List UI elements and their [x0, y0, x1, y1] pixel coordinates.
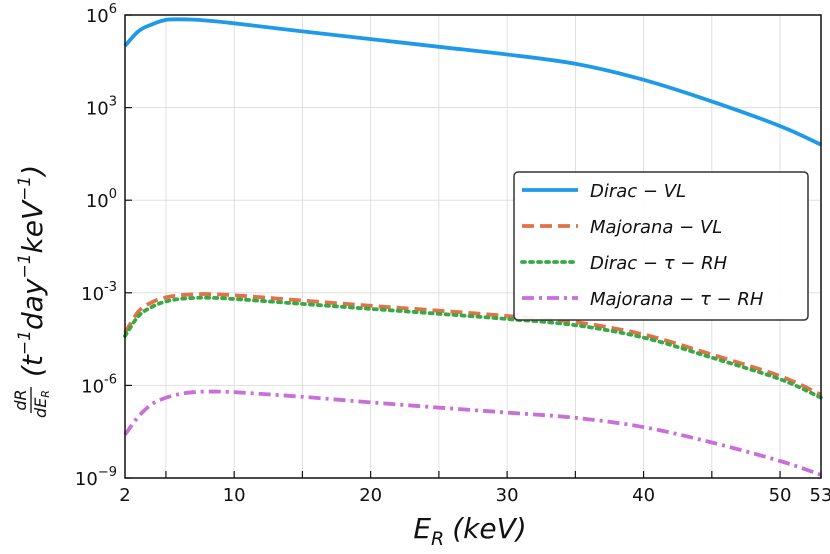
legend-label: Dirac − VL: [590, 181, 686, 202]
tick-labels: 2 10 20 30 40 50 53 106 103 100 10-3 10-6 10−9: [75, 2, 830, 506]
x-tick-label: 50: [769, 485, 792, 506]
series-line-2: [123, 295, 823, 400]
plot-frame: [124, 14, 822, 479]
x-tick-label: 2: [119, 485, 130, 506]
y-tick-label: 103: [86, 95, 117, 120]
series-line-3: [123, 389, 822, 477]
y-tick-label: 100: [86, 187, 117, 212]
y-tick-label: 106: [86, 2, 117, 27]
series-layer: [123, 17, 823, 477]
x-tick-label: 20: [359, 485, 382, 506]
legend-label: Majorana − τ − RH: [590, 289, 764, 310]
legend-label: Dirac − τ − RH: [590, 253, 728, 274]
x-axis-label: ER (keV): [413, 512, 526, 550]
y-label-frac-num: dR: [11, 389, 30, 410]
x-tick-label: 10: [223, 485, 246, 506]
series-line-1: [123, 292, 822, 397]
y-tick-label: 10−9: [75, 465, 117, 490]
legend: Dirac − VL Majorana − VL Dirac − τ − RH Maj…: [513, 171, 809, 321]
series-line-0: [123, 17, 822, 147]
x-tick-label: 40: [632, 485, 655, 506]
y-tick-label: 10-6: [81, 372, 117, 397]
y-label-frac-den: dER: [31, 390, 52, 418]
y-axis-label: dR dER (t−1day−1keV−1): [11, 165, 52, 418]
legend-label: Majorana − VL: [590, 217, 722, 238]
legend-box: [513, 171, 809, 321]
y-label-units: (t−1day−1keV−1): [15, 165, 49, 377]
x-tick-label: 53: [810, 485, 830, 506]
ticks: [125, 14, 822, 479]
y-tick-label: 10-3: [81, 280, 117, 305]
x-tick-label: 30: [496, 485, 519, 506]
